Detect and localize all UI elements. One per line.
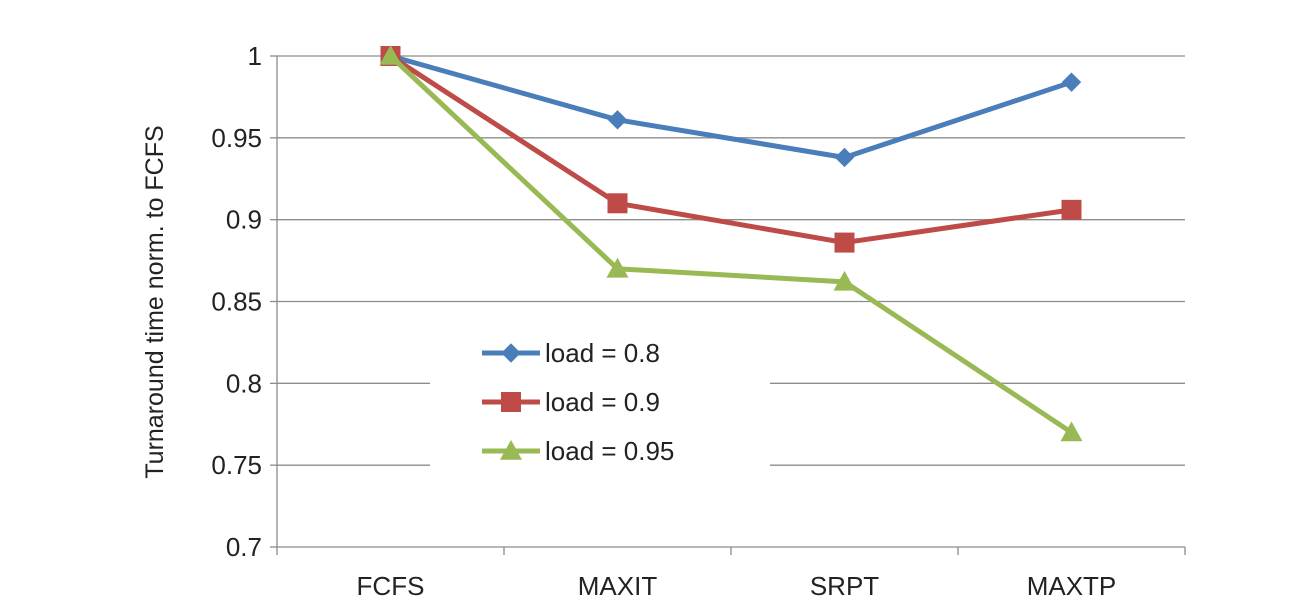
legend-entry: load = 0.9: [482, 387, 660, 417]
data-point-diamond: [1061, 72, 1082, 92]
data-point-diamond: [607, 110, 628, 130]
y-tick-label: 0.85: [211, 287, 262, 317]
data-point-square: [607, 193, 628, 214]
data-point-triangle: [833, 270, 856, 291]
series-2: [379, 45, 1083, 442]
axes: 0.7 0.75 0.8 0.85 0.9 0.95 1 FCFS MAXIT SRPT MAXTP: [211, 41, 1186, 601]
series-line: [388, 54, 1073, 435]
series-line: [389, 53, 1073, 160]
data-point-square: [834, 232, 855, 253]
y-tick-label: 1: [248, 41, 262, 71]
y-tick-label: 0.75: [211, 450, 262, 480]
legend-marker-diamond: [501, 343, 521, 363]
series-lines: [379, 45, 1083, 442]
legend: load = 0.8 load = 0.9 load = 0.95: [430, 330, 770, 473]
data-point-triangle: [1060, 421, 1083, 442]
legend-label: load = 0.95: [545, 436, 674, 466]
x-tick-label: FCFS: [357, 571, 425, 601]
y-tick-label: 0.9: [226, 205, 262, 235]
data-point-triangle: [379, 45, 402, 65]
legend-marker-square: [501, 392, 521, 412]
x-tick-label: MAXTP: [1027, 571, 1117, 601]
series-line: [389, 53, 1072, 246]
y-axis-title: Turnaround time norm. to FCFS: [141, 125, 169, 478]
legend-label: load = 0.9: [545, 387, 660, 417]
data-point-square: [1061, 199, 1082, 220]
y-tick-label: 0.95: [211, 123, 262, 153]
x-tick-label: SRPT: [810, 571, 879, 601]
x-tick-label: MAXIT: [578, 571, 658, 601]
legend-label: load = 0.8: [545, 338, 660, 368]
y-tick-label: 0.7: [226, 532, 262, 562]
data-point-diamond: [834, 147, 855, 168]
legend-entry: load = 0.8: [482, 338, 660, 368]
y-tick-label: 0.8: [226, 368, 262, 398]
legend-entry: load = 0.95: [482, 436, 674, 466]
series-1: [380, 46, 1082, 253]
data-point-triangle: [606, 257, 629, 278]
legend-marker-triangle: [500, 440, 522, 460]
